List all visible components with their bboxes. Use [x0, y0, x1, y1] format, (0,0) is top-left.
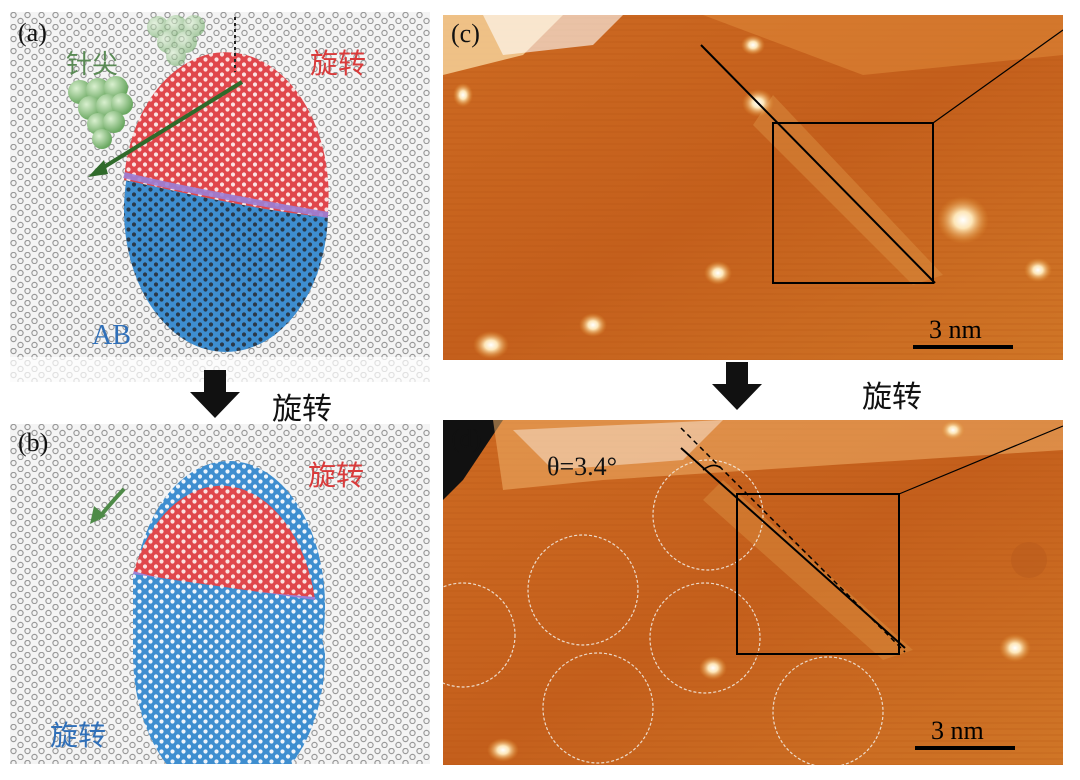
- panel-d-stm-image: [443, 420, 1063, 765]
- boundary-line-c: [700, 44, 936, 284]
- rotated-boundary-line-d: [680, 427, 906, 653]
- tip-path-arrow: [94, 80, 244, 174]
- panel-a-label: (a): [18, 18, 47, 47]
- panel-a-bottom-label: AB: [92, 320, 131, 351]
- down-arrow-right: [712, 362, 762, 410]
- scale-bar-d: [915, 746, 1015, 750]
- panel-a: (a) 针尖 旋转 AB: [10, 12, 430, 382]
- left-arrow-caption: 旋转: [272, 392, 332, 427]
- twist-angle-label: θ=3.4°: [547, 452, 618, 481]
- zoom-box-d: [736, 493, 900, 655]
- analysis-circles: [443, 459, 884, 765]
- zoom-box-c: [772, 122, 934, 284]
- tip-cluster-icon: [68, 76, 133, 149]
- scale-bar-c-text: 3 nm: [929, 315, 982, 344]
- panel-a-top-label: 旋转: [310, 47, 367, 80]
- tip-label: 针尖: [66, 50, 119, 80]
- panel-b: (b) 旋转 旋转: [10, 424, 430, 764]
- scale-bar-d-text: 3 nm: [931, 716, 984, 745]
- panel-b-lattice: [10, 424, 430, 764]
- right-arrow-caption: 旋转: [862, 380, 922, 415]
- panel-c-stm-image: [443, 15, 1063, 360]
- panel-b-label: (b): [18, 428, 49, 457]
- panel-b-top-label: 旋转: [308, 459, 365, 492]
- panel-a-lattice: [10, 12, 430, 382]
- down-arrow-left: [190, 370, 240, 418]
- panel-d-label: (d): [451, 424, 482, 453]
- panel-b-bottom-label: 旋转: [50, 719, 107, 752]
- panel-c: (c) 3 nm: [443, 15, 1063, 360]
- red-domain-a: [124, 52, 329, 217]
- tip-ghost-icon: [147, 15, 205, 66]
- panel-c-label: (c): [451, 19, 480, 48]
- scale-bar-c: [913, 345, 1013, 349]
- panel-d: (d) θ=3.4° 3 nm: [443, 420, 1063, 765]
